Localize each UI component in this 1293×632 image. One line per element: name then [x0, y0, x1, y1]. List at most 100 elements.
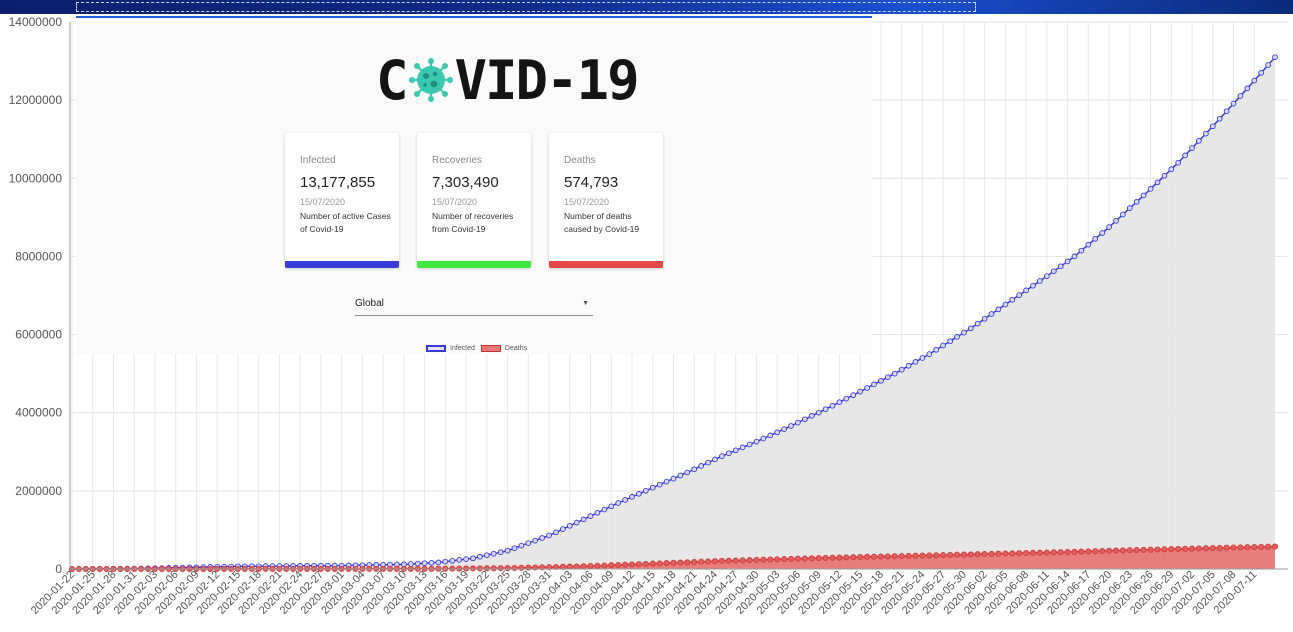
data-point	[739, 557, 746, 564]
y-tick-label: 12000000	[9, 93, 63, 107]
data-point	[1140, 546, 1147, 553]
data-point	[442, 558, 449, 565]
data-point	[725, 557, 732, 564]
data-point	[732, 447, 739, 454]
logo-text: VID-19	[454, 48, 640, 112]
series-area-deaths	[72, 546, 1275, 569]
data-point	[670, 559, 677, 566]
data-point	[677, 559, 684, 566]
data-point	[504, 565, 511, 572]
data-point	[739, 444, 746, 451]
logo-letter: C	[376, 48, 408, 112]
data-point	[504, 547, 511, 554]
data-point	[608, 503, 615, 510]
data-point	[705, 459, 711, 466]
y-tick-label: 0	[55, 562, 62, 576]
data-point	[539, 535, 545, 541]
data-point	[1106, 224, 1112, 230]
data-point	[1113, 217, 1119, 224]
data-point	[566, 522, 573, 529]
data-point	[691, 558, 698, 566]
data-point	[608, 562, 615, 569]
data-point	[1258, 69, 1265, 76]
data-point	[629, 494, 635, 500]
data-point	[1237, 544, 1244, 551]
data-point	[1009, 296, 1016, 303]
data-point	[1029, 549, 1037, 556]
data-point	[456, 557, 463, 563]
legend-item-deaths[interactable]: Deaths	[480, 344, 528, 352]
data-point	[622, 497, 628, 503]
data-point	[1202, 545, 1209, 552]
data-point	[871, 381, 877, 388]
data-point	[1112, 547, 1120, 554]
card-value: 13,177,855	[300, 174, 376, 191]
virus-icon	[408, 58, 453, 102]
data-point	[1023, 287, 1029, 294]
data-point	[622, 561, 629, 568]
data-point	[476, 565, 483, 572]
data-point	[746, 441, 753, 448]
data-point	[808, 555, 815, 562]
card-color-bar	[417, 261, 531, 268]
data-point	[1258, 543, 1265, 550]
legend-label: Deaths	[504, 344, 528, 352]
data-point	[1251, 77, 1258, 84]
data-point	[1016, 292, 1023, 298]
data-point	[1147, 186, 1154, 192]
data-point	[746, 557, 753, 564]
card-title: Deaths	[564, 155, 596, 166]
data-point	[1050, 268, 1057, 275]
card-title: Recoveries	[432, 155, 483, 166]
data-point	[829, 402, 836, 409]
data-point	[1030, 282, 1036, 289]
data-point	[511, 564, 518, 572]
data-point	[573, 563, 580, 570]
data-point	[1182, 545, 1189, 552]
legend-label: Infected	[450, 344, 475, 352]
data-point	[753, 556, 760, 563]
data-point	[1188, 545, 1196, 552]
data-point	[1251, 543, 1258, 551]
data-point	[981, 315, 988, 322]
data-point	[1230, 544, 1237, 551]
data-point	[843, 395, 850, 402]
data-point	[711, 558, 719, 565]
data-point	[988, 311, 995, 317]
data-point	[1092, 235, 1099, 242]
data-point	[560, 526, 566, 532]
data-point	[587, 513, 594, 519]
data-point	[718, 557, 725, 564]
data-point	[1009, 550, 1016, 557]
data-point	[1043, 273, 1050, 279]
data-point	[884, 374, 891, 381]
country-select[interactable]: Global ▼	[355, 295, 593, 316]
data-point	[836, 554, 843, 561]
data-point	[421, 560, 428, 567]
data-point	[1099, 230, 1106, 236]
data-point	[1154, 546, 1161, 553]
legend-item-infected[interactable]: Infected	[426, 344, 475, 352]
y-tick-label: 10000000	[9, 171, 63, 185]
data-point	[808, 413, 815, 419]
data-point	[1099, 547, 1106, 555]
data-point	[594, 562, 601, 569]
data-point	[601, 562, 608, 569]
data-point	[967, 551, 974, 558]
data-point	[760, 435, 767, 442]
data-point	[1189, 145, 1195, 151]
data-point	[891, 370, 898, 377]
data-point	[635, 561, 642, 568]
data-point	[580, 563, 587, 570]
data-point	[483, 552, 490, 559]
data-point	[1085, 241, 1092, 248]
data-point	[698, 463, 705, 469]
data-point	[1161, 172, 1168, 179]
data-point	[511, 545, 518, 552]
y-tick-label: 6000000	[15, 328, 62, 342]
data-point	[1244, 544, 1251, 551]
data-point	[642, 487, 649, 494]
caret-down-icon[interactable]: ▼	[582, 300, 589, 307]
data-point	[836, 399, 843, 406]
series-area-infected	[72, 57, 1275, 569]
